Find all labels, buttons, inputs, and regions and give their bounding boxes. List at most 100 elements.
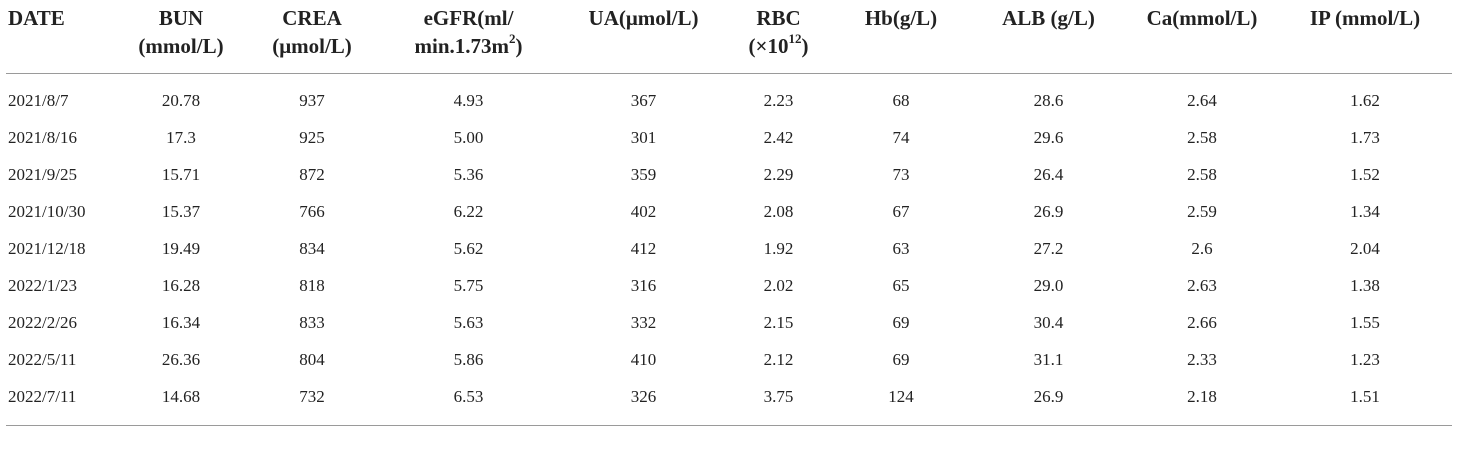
table-cell-hb: 74 [892, 127, 910, 147]
column-header-line1: eGFR(ml/ [423, 6, 514, 30]
column-header-rbc: RBC (×1012) [726, 0, 831, 74]
column-header-superscript: 2 [509, 31, 516, 46]
table-cell-rbc: 2.23 [763, 90, 794, 110]
table-cell-ip: 1.55 [1350, 312, 1380, 332]
table-row: 2021/8/16 17.3 925 5.00 301 2.42 74 29.6 2.58 1.7… [6, 119, 1452, 156]
table-cell-alb: 27.2 [1033, 238, 1064, 258]
table-cell-rbc: 1.92 [763, 238, 794, 258]
column-header-line2: (×1012) [726, 32, 831, 60]
table-cell-ca: 2.64 [1187, 90, 1217, 110]
table-cell-alb: 29.6 [1033, 127, 1064, 147]
table-row: 2022/7/11 14.68 732 6.53 326 3.75 124 26.9 2.18 1… [6, 378, 1452, 426]
table-cell-ua: 412 [630, 238, 657, 258]
column-header-line2: (mmol/L) [114, 32, 248, 60]
table-cell-ip: 1.34 [1350, 201, 1380, 221]
table-cell-alb: 31.1 [1033, 349, 1064, 369]
table-cell-hb: 63 [892, 238, 910, 258]
table-cell-ca: 2.58 [1187, 127, 1217, 147]
table-cell-egfr: 5.62 [453, 238, 484, 258]
table-cell-ua: 326 [561, 378, 726, 426]
table-cell-date: 2021/9/25 [8, 164, 77, 184]
table-cell-crea: 872 [299, 164, 325, 184]
column-header-egfr: eGFR(ml/min.1.73m2) [376, 0, 561, 74]
table-cell-hb: 68 [892, 90, 910, 110]
table-cell-ip: 1.52 [1350, 164, 1380, 184]
table-body: 2021/8/7 20.78 937 4.93 367 2.23 68 28.6 2.64 1.6… [6, 74, 1452, 426]
table-cell-bun: 15.37 [161, 201, 201, 221]
table-cell-ca: 2.6 [1191, 238, 1213, 258]
table-cell-ca: 2.33 [1187, 349, 1217, 369]
table-cell-rbc: 3.75 [726, 378, 831, 426]
table-cell-alb: 29.0 [1033, 275, 1064, 295]
table-cell-rbc: 2.15 [763, 312, 794, 332]
table-cell-ua: 332 [630, 312, 657, 332]
table-cell-hb: 69 [892, 312, 910, 332]
column-header-date: DATE [6, 0, 114, 74]
table-cell-bun: 17.3 [166, 127, 196, 147]
column-header-unit-end: ) [801, 34, 809, 58]
table-cell-egfr: 5.36 [453, 164, 484, 184]
column-header-line1: BUN [158, 6, 204, 30]
table-cell-date: 2021/12/18 [8, 238, 86, 258]
table-cell-alb: 28.6 [1033, 90, 1064, 110]
table-row: 2021/10/30 15.37 766 6.22 402 2.08 67 26.9 2.59 1… [6, 193, 1452, 230]
table-cell-rbc: 2.12 [763, 349, 794, 369]
column-header-unit-end: ) [515, 34, 523, 58]
header-row: DATE BUN (mmol/L) CREA (μmol/L) eGFR(ml/min.1… [6, 0, 1452, 74]
table-cell-alb: 30.4 [1033, 312, 1064, 332]
column-header-unit: (mmol/L) [138, 34, 224, 58]
table-cell-date: 2021/8/16 [8, 127, 77, 147]
table-cell-ca: 2.18 [1126, 378, 1278, 426]
table-cell-alb: 26.9 [1033, 201, 1064, 221]
table-cell-crea: 925 [299, 127, 325, 147]
column-header-unit: (μmol/L) [272, 34, 352, 58]
table-row: 2022/1/23 16.28 818 5.75 316 2.02 65 29.0 2.63 1.… [6, 267, 1452, 304]
table-cell-ua: 367 [630, 90, 657, 110]
table-header: DATE BUN (mmol/L) CREA (μmol/L) eGFR(ml/min.1… [6, 0, 1452, 74]
table-row: 2021/9/25 15.71 872 5.36 359 2.29 73 26.4 2.58 1.… [6, 156, 1452, 193]
column-header-line1: RBC [756, 6, 801, 30]
table-cell-ca: 2.58 [1187, 164, 1217, 184]
table-cell-egfr: 5.86 [453, 349, 484, 369]
table-cell-alb: 26.9 [971, 378, 1126, 426]
table-cell-ua: 316 [630, 275, 657, 295]
table-row: 2022/2/26 16.34 833 5.63 332 2.15 69 30.4 2.66 1.… [6, 304, 1452, 341]
table-cell-date: 2022/1/23 [8, 275, 77, 295]
table-cell-ip: 2.04 [1350, 238, 1380, 258]
table-cell-crea: 804 [299, 349, 325, 369]
table-cell-bun: 15.71 [161, 164, 201, 184]
column-header-line1: ALB (g/L) [1002, 6, 1095, 30]
column-header-line1: UA(μmol/L) [588, 6, 699, 30]
table-cell-egfr: 6.22 [453, 201, 484, 221]
table-cell-rbc: 2.29 [763, 164, 794, 184]
table-cell-ca: 2.66 [1187, 312, 1217, 332]
table-cell-ua: 359 [630, 164, 657, 184]
table-cell-crea: 818 [299, 275, 325, 295]
column-header-line1: IP (mmol/L) [1309, 6, 1421, 30]
table-row: 2021/8/7 20.78 937 4.93 367 2.23 68 28.6 2.64 1.6… [6, 74, 1452, 120]
table-cell-ua: 410 [630, 349, 657, 369]
column-header-ua: UA(μmol/L) [561, 0, 726, 74]
table-cell-bun: 20.78 [161, 90, 201, 110]
column-header-unit: (×10 [748, 34, 789, 58]
table-cell-hb: 73 [892, 164, 910, 184]
table-cell-hb: 124 [831, 378, 971, 426]
table-cell-egfr: 5.00 [453, 127, 484, 147]
column-header-crea: CREA (μmol/L) [248, 0, 376, 74]
table-cell-rbc: 2.02 [763, 275, 794, 295]
column-header-line1: Hb(g/L) [864, 6, 938, 30]
table-cell-ip: 1.73 [1350, 127, 1380, 147]
table-cell-rbc: 2.08 [763, 201, 794, 221]
table-cell-ca: 2.59 [1187, 201, 1217, 221]
lab-results-table: DATE BUN (mmol/L) CREA (μmol/L) eGFR(ml/min.1… [6, 0, 1452, 426]
table-cell-bun: 16.34 [161, 312, 201, 332]
table-cell-crea: 937 [299, 90, 325, 110]
table-cell-crea: 834 [299, 238, 325, 258]
table-cell-hb: 67 [892, 201, 910, 221]
table-row: 2022/5/11 26.36 804 5.86 410 2.12 69 31.1 2.33 1.… [6, 341, 1452, 378]
table-cell-egfr: 5.63 [453, 312, 484, 332]
table-cell-ip: 1.38 [1350, 275, 1380, 295]
column-header-ca: Ca(mmol/L) [1126, 0, 1278, 74]
table-cell-bun: 26.36 [161, 349, 201, 369]
column-header-line1: DATE [8, 6, 65, 30]
